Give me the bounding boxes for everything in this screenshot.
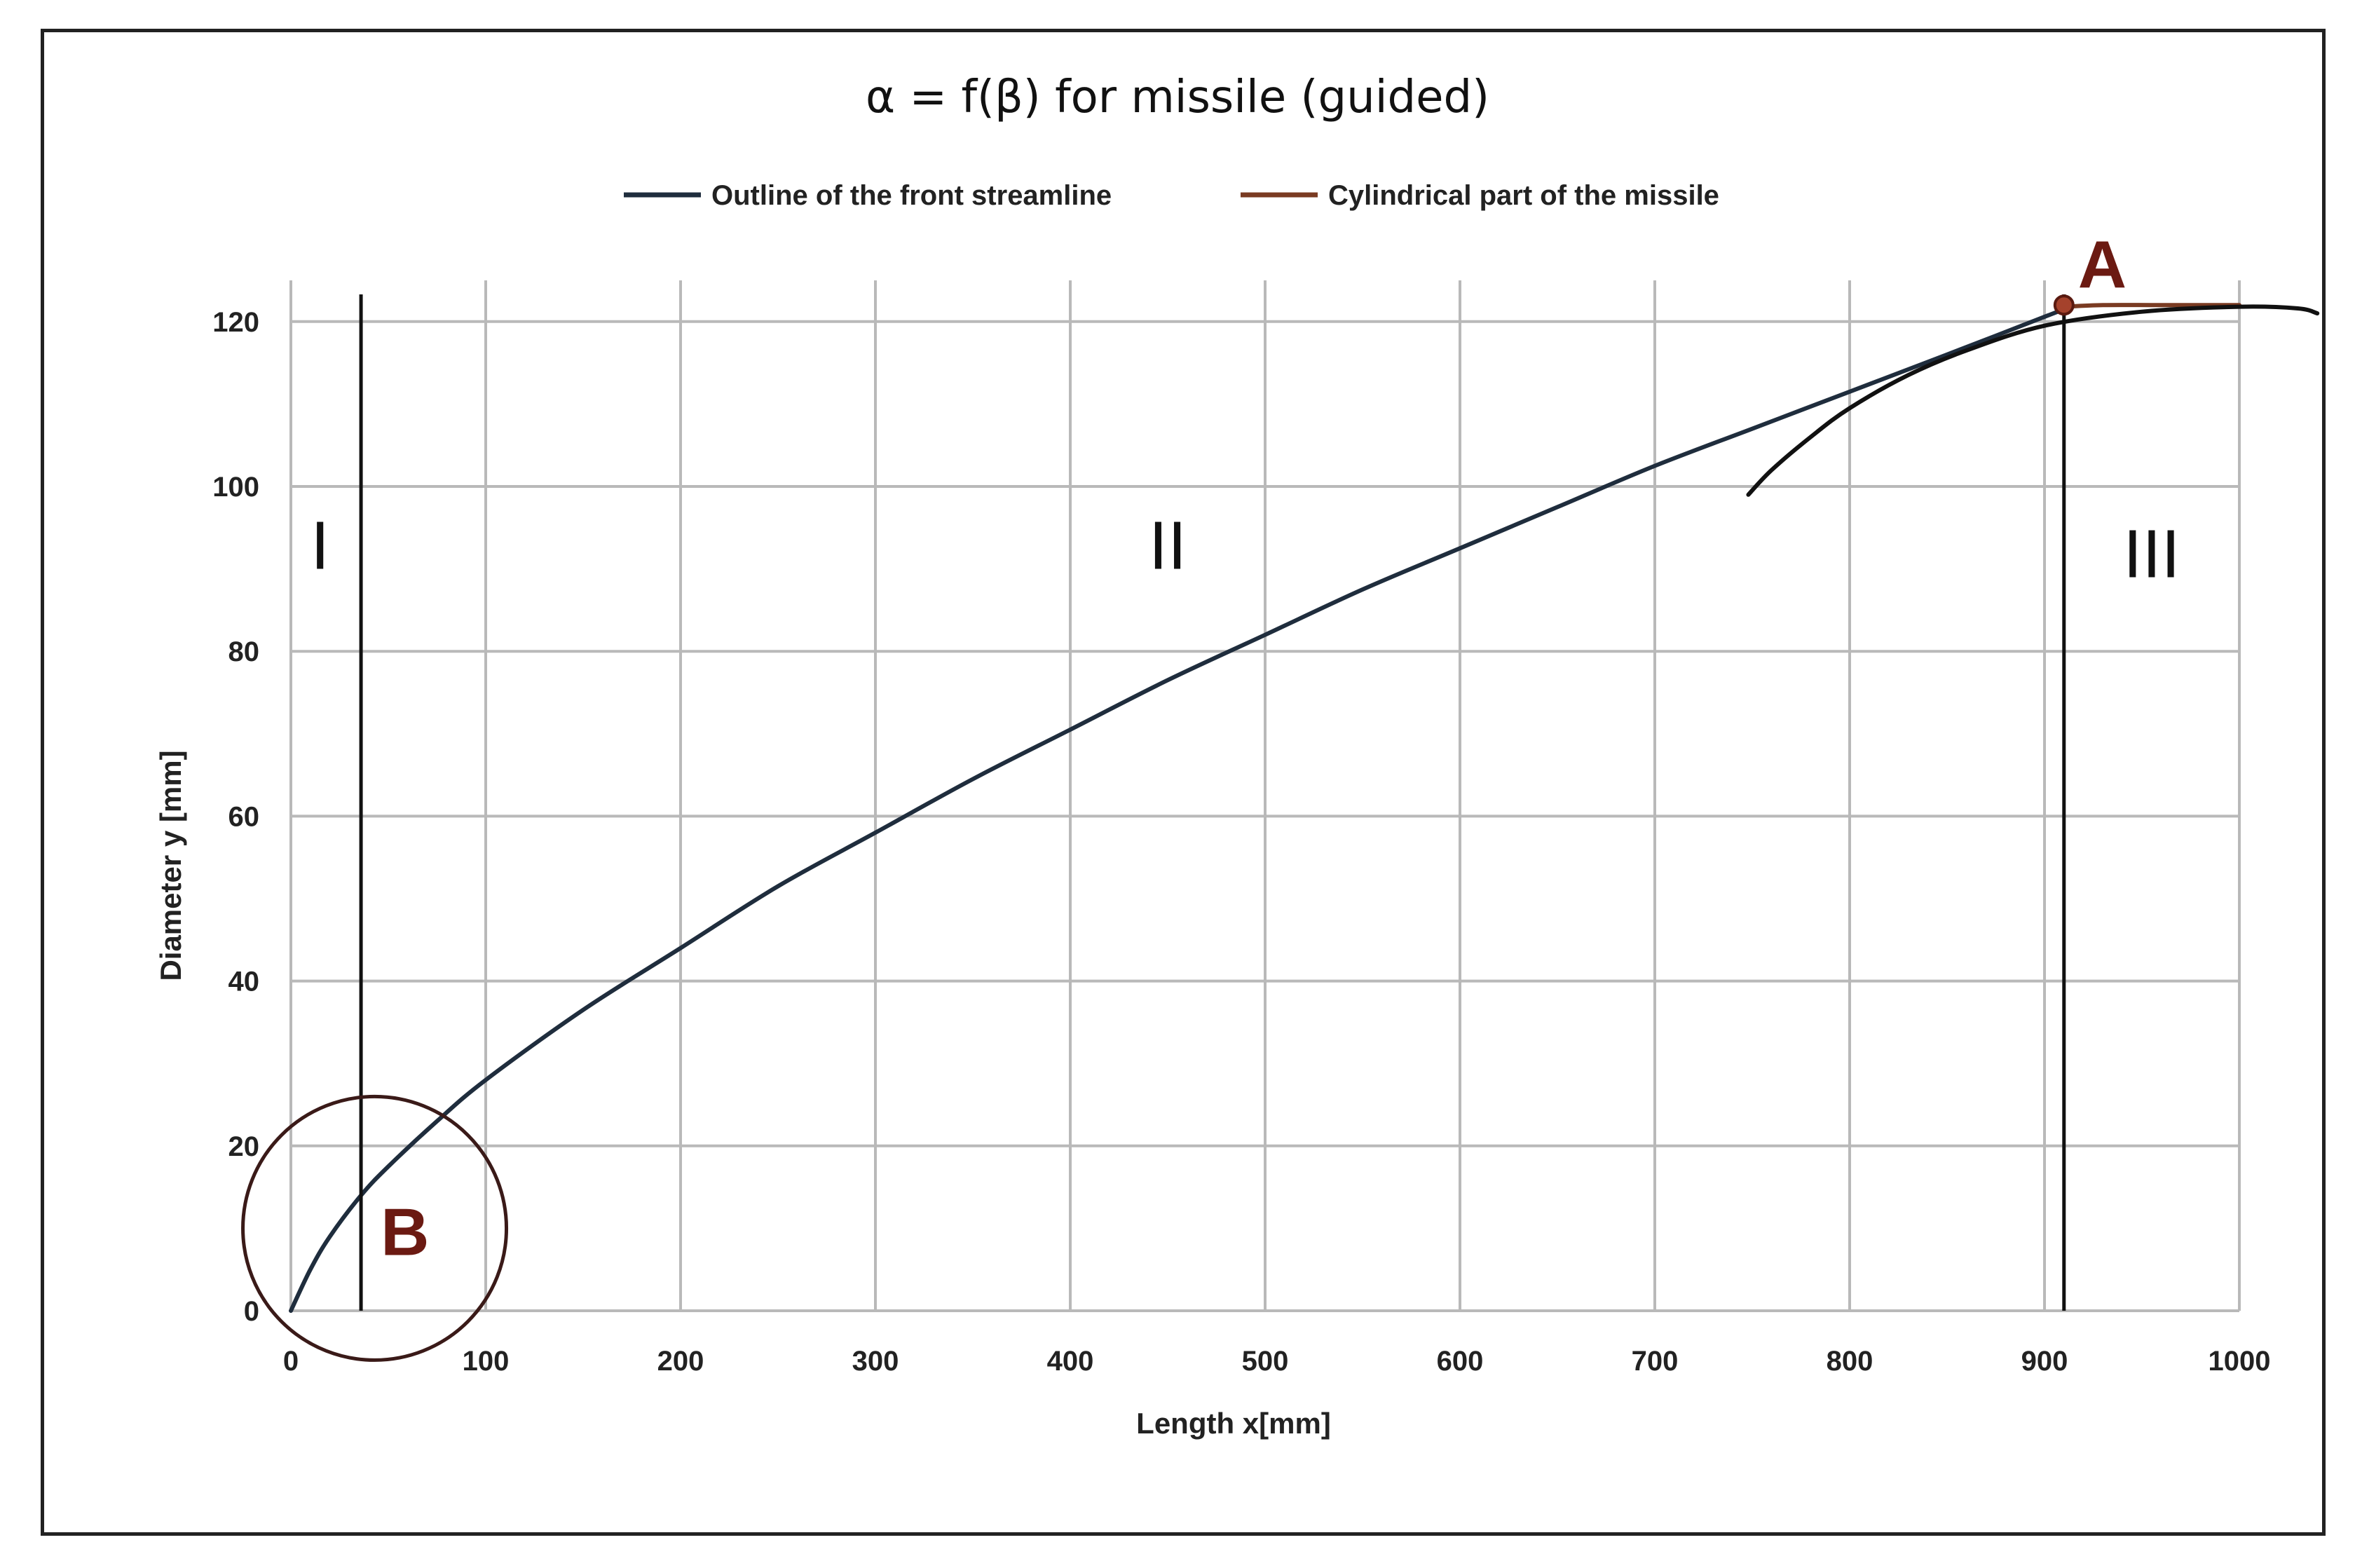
x-tick-label: 200 xyxy=(657,1346,704,1377)
region-label: I xyxy=(310,510,329,585)
x-tick-label: 800 xyxy=(1827,1346,1873,1377)
legend-label-front-streamline: Outline of the front streamline xyxy=(711,180,1112,211)
y-tick-label: 120 xyxy=(212,307,259,338)
x-tick-label: 1000 xyxy=(2209,1346,2271,1377)
x-tick-label: 0 xyxy=(283,1346,299,1377)
y-tick-label: 40 xyxy=(228,967,260,997)
region-label: III xyxy=(2123,517,2180,592)
region-label: II xyxy=(1149,510,1187,585)
y-tick-label: 20 xyxy=(228,1131,260,1162)
tick-labels: 0 100 200 300 400 500 600 700 800 900 1000 0 20 40 60 8… xyxy=(212,307,2270,1377)
x-tick-label: 100 xyxy=(463,1346,510,1377)
x-tick-label: 500 xyxy=(1242,1346,1289,1377)
x-tick-label: 700 xyxy=(1632,1346,1679,1377)
front-streamline-curve xyxy=(289,307,2066,1313)
y-tick-label: 80 xyxy=(228,636,260,667)
chart-frame xyxy=(41,29,2326,1536)
y-tick-label: 0 xyxy=(244,1296,259,1327)
y-axis-label: Diameter y [mm] xyxy=(154,750,187,981)
auxiliary-arc-curve xyxy=(1746,304,2320,497)
point-a-label: A xyxy=(2078,227,2127,302)
x-tick-label: 300 xyxy=(852,1346,899,1377)
x-tick-label: 900 xyxy=(2021,1346,2068,1377)
cylindrical-part-curve xyxy=(2061,303,2241,309)
grid xyxy=(289,280,2241,1312)
y-tick-label: 60 xyxy=(228,801,260,832)
point-a-marker xyxy=(2053,294,2075,316)
x-tick-label: 600 xyxy=(1437,1346,1484,1377)
x-tick-label: 400 xyxy=(1047,1346,1094,1377)
legend-label-cylindrical-part: Cylindrical part of the missile xyxy=(1328,180,1719,211)
series xyxy=(289,303,2320,1313)
point-b-highlight-circle xyxy=(241,1094,509,1362)
y-tick-label: 100 xyxy=(212,472,259,503)
x-axis-label: Length x[mm] xyxy=(1136,1407,1331,1440)
legend: Outline of the front streamline Cylindri… xyxy=(624,180,1719,211)
chart-title: α = f(β) for missile (guided) xyxy=(866,71,1489,123)
point-b-label: B xyxy=(381,1194,429,1269)
